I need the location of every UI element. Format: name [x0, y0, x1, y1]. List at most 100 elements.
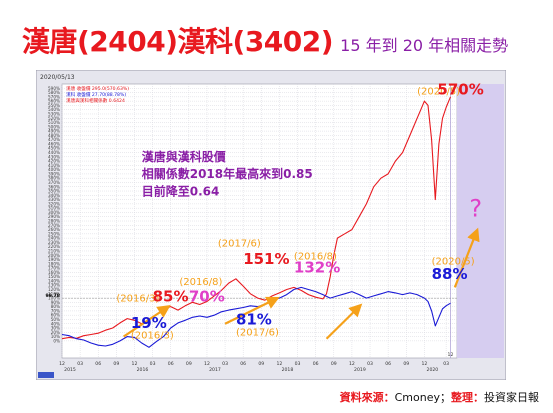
y-tick-label: 570% — [48, 94, 60, 99]
y-tick-label: 390% — [48, 171, 60, 176]
y-tick-label: 180% — [48, 261, 60, 266]
y-tick-label: 530% — [48, 111, 60, 116]
y-tick-label: 140% — [48, 278, 60, 283]
plot-area — [61, 83, 458, 359]
x-year-label: 2017 — [209, 367, 221, 373]
y-tick-label: 360% — [48, 184, 60, 189]
x-tick-label: 06 — [168, 361, 174, 367]
y-tick-label: 40% — [51, 321, 60, 326]
annotation-d201706a: (2017/6) — [218, 239, 261, 250]
y-tick-label: 280% — [48, 219, 60, 224]
y-tick-label: 480% — [48, 133, 60, 138]
source-line: 資料來源：Cmoney；整理：投資家日報 — [340, 389, 539, 405]
x-year-label: 2015 — [64, 367, 76, 373]
y-tick-label: 340% — [48, 193, 60, 198]
y-tick-label: 200% — [48, 253, 60, 258]
x-tick-label: 09 — [331, 361, 337, 367]
source-label: 資料來源： — [339, 391, 395, 404]
y-tick-label: 330% — [48, 197, 60, 202]
y-tick-label: 460% — [48, 141, 60, 146]
y-tick-label: 550% — [48, 103, 60, 108]
x-tick-label: 03 — [222, 361, 228, 367]
y-tick-label: 430% — [48, 154, 60, 159]
y-tick-label: 410% — [48, 163, 60, 168]
annotation-p19: 19% — [131, 314, 167, 332]
x-tick-label: 06 — [95, 361, 101, 367]
annotation-d202005a: (2020/5) — [417, 87, 460, 98]
x-tick-label: 12 — [349, 361, 355, 367]
y-tick-label: 30% — [51, 326, 60, 331]
y-tick-label: 10% — [51, 334, 60, 339]
y-tick-label: 440% — [48, 150, 60, 155]
x-tick-label: 12 — [59, 361, 65, 367]
y-tick-label: 90% — [51, 300, 60, 305]
annotation-note3: 目前降至0.64 — [142, 183, 220, 198]
x-tick-label: 03 — [77, 361, 83, 367]
annotation-d201608a: (2016/8) — [179, 277, 222, 288]
annotation-note2: 相關係數2018年最高來到0.85 — [142, 166, 313, 181]
y-tick-label: 100% — [48, 296, 60, 301]
y-tick-label: 210% — [48, 248, 60, 253]
annotation-p85: 85% — [153, 287, 189, 305]
zoom-button — [38, 372, 54, 378]
compiler-label: 整理： — [451, 391, 484, 404]
annotation-p81: 81% — [236, 311, 272, 329]
x-tick-label: 03 — [443, 361, 449, 367]
x-tick-label: 06 — [313, 361, 319, 367]
annotation-p70: 70% — [189, 287, 225, 305]
y-tick-label: 320% — [48, 201, 60, 206]
title-sub: 15 年到 20 年相關走勢 — [340, 36, 509, 55]
compiler-value: 投資家日報 — [484, 391, 539, 404]
source-value: Cmoney； — [394, 391, 451, 404]
x-tick-label: 09 — [113, 361, 119, 367]
x-year-label: 2016 — [137, 367, 149, 373]
x-tick-label: 03 — [150, 361, 156, 367]
y-tick-label: 290% — [48, 214, 60, 219]
y-tick-label: 450% — [48, 146, 60, 151]
y-tick-label: 560% — [48, 99, 60, 104]
trend-arrow — [122, 305, 171, 338]
baseline-label: 99.78 — [45, 293, 60, 299]
annotation-p88: 88% — [432, 265, 468, 283]
right-band — [457, 84, 504, 358]
x-year-label: 2018 — [282, 367, 294, 373]
annotation-d201706b: (2017/6) — [236, 328, 279, 339]
x-tick-label: 09 — [403, 361, 409, 367]
x-year-label: 2020 — [427, 367, 439, 373]
y-tick-label: 60% — [51, 313, 60, 318]
x-tick-label: 12 — [132, 361, 138, 367]
x-tick-label: 12 — [204, 361, 210, 367]
y-tick-label: 420% — [48, 159, 60, 164]
trend-arrow — [224, 296, 280, 325]
y-tick-label: 510% — [48, 120, 60, 125]
y-tick-label: 110% — [48, 291, 60, 296]
y-tick-label: 120% — [48, 287, 60, 292]
current-date-label: 12 — [448, 352, 454, 358]
legend-entry: 漢唐 收盤價 295.0(570.63%) — [66, 85, 129, 92]
y-tick-label: 310% — [48, 206, 60, 211]
y-tick-label: 540% — [48, 107, 60, 112]
x-tick-label: 12 — [421, 361, 427, 367]
trend-arrow — [453, 227, 480, 288]
header-date: 2020/05/13 — [40, 74, 75, 81]
y-tick-label: 490% — [48, 129, 60, 134]
x-tick-label: 03 — [367, 361, 373, 367]
y-tick-label: 230% — [48, 240, 60, 245]
y-tick-label: 220% — [48, 244, 60, 249]
y-tick-label: 380% — [48, 176, 60, 181]
y-tick-label: 190% — [48, 257, 60, 262]
y-tick-label: 50% — [51, 317, 60, 322]
y-tick-label: 270% — [48, 223, 60, 228]
annotation-d202005b: (2020/5) — [432, 257, 475, 268]
y-tick-label: 250% — [48, 231, 60, 236]
y-tick-label: 350% — [48, 189, 60, 194]
y-tick-label: 240% — [48, 236, 60, 241]
y-tick-label: 170% — [48, 266, 60, 271]
annotation-d201603a: (2016/3) — [116, 293, 159, 304]
legend-entry: 漢科 收盤價 27.70(88.78%) — [66, 91, 126, 98]
annotation-p132: 132% — [294, 258, 340, 276]
annotation-d201603b: (2016/3) — [131, 331, 174, 342]
y-tick-label: 20% — [51, 330, 60, 335]
annotation-d201608b: (2016/8) — [294, 252, 337, 263]
y-tick-label: 260% — [48, 227, 60, 232]
